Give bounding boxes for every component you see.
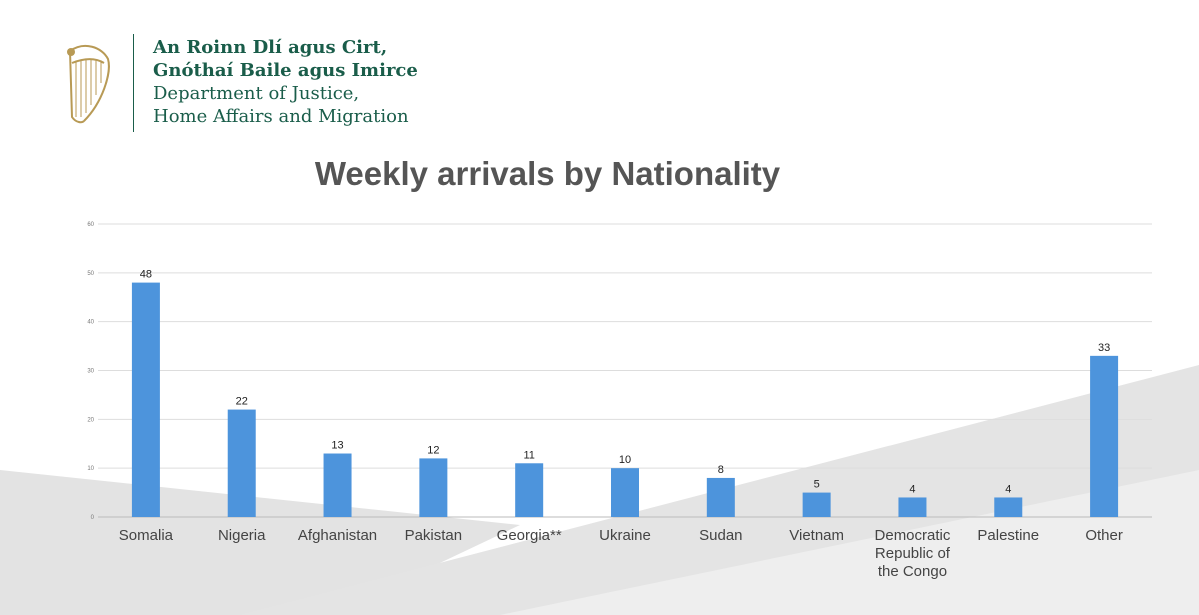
y-tick-label: 20 (87, 417, 94, 423)
org-name-english-2: Home Affairs and Migration (153, 106, 409, 127)
department-name: An Roinn Dlí agus Cirt, Gnóthaí Baile ag… (153, 36, 418, 128)
y-tick-label: 50 (87, 271, 94, 277)
bar (994, 497, 1023, 517)
org-name-english-1: Department of Justice, (153, 83, 360, 104)
bar (1090, 355, 1119, 517)
data-label: 4 (909, 483, 915, 495)
category-label: the Congo (878, 563, 947, 580)
chart-title: Weekly arrivals by Nationality (314, 155, 781, 192)
org-name-irish-1: An Roinn Dlí agus Cirt, (153, 37, 388, 58)
header-divider (133, 34, 134, 132)
category-label: Somalia (119, 527, 174, 544)
y-tick-label: 40 (87, 320, 94, 326)
category-label: Afghanistan (298, 527, 377, 544)
data-label: 22 (236, 396, 248, 408)
category-label: Nigeria (218, 527, 266, 544)
bar (419, 458, 448, 517)
org-name-irish-2: Gnóthaí Baile agus Imirce (153, 60, 418, 81)
data-label: 4 (1005, 483, 1011, 495)
bar (323, 453, 352, 517)
bar (706, 477, 735, 517)
data-label: 5 (814, 479, 820, 491)
category-label: Republic of (875, 545, 951, 562)
data-label: 12 (427, 444, 439, 456)
y-tick-label: 60 (87, 222, 94, 228)
category-label: Pakistan (405, 527, 463, 544)
bar (802, 492, 831, 517)
bar (515, 463, 544, 517)
category-label: Vietnam (789, 527, 844, 544)
chart-bars (131, 282, 1119, 517)
y-tick-label: 30 (87, 369, 94, 375)
category-label: Sudan (699, 527, 742, 544)
y-tick-label: 10 (87, 466, 94, 472)
harp-icon (67, 44, 110, 124)
category-label: Georgia** (497, 527, 562, 544)
data-label: 33 (1098, 342, 1110, 354)
chart-labels: 010203040506048Somalia22Nigeria13Afghani… (87, 222, 1123, 580)
bar (131, 282, 160, 517)
data-label: 8 (718, 464, 724, 476)
data-label: 10 (619, 454, 631, 466)
category-label: Palestine (977, 527, 1039, 544)
category-label: Democratic (875, 527, 951, 544)
data-label: 11 (523, 449, 534, 461)
data-label: 13 (331, 440, 343, 452)
bar (227, 409, 256, 517)
y-tick-label: 0 (91, 515, 95, 521)
category-label: Other (1085, 527, 1123, 544)
bar (898, 497, 927, 517)
bar (611, 468, 639, 517)
category-label: Ukraine (599, 527, 651, 544)
data-label: 48 (140, 269, 152, 281)
